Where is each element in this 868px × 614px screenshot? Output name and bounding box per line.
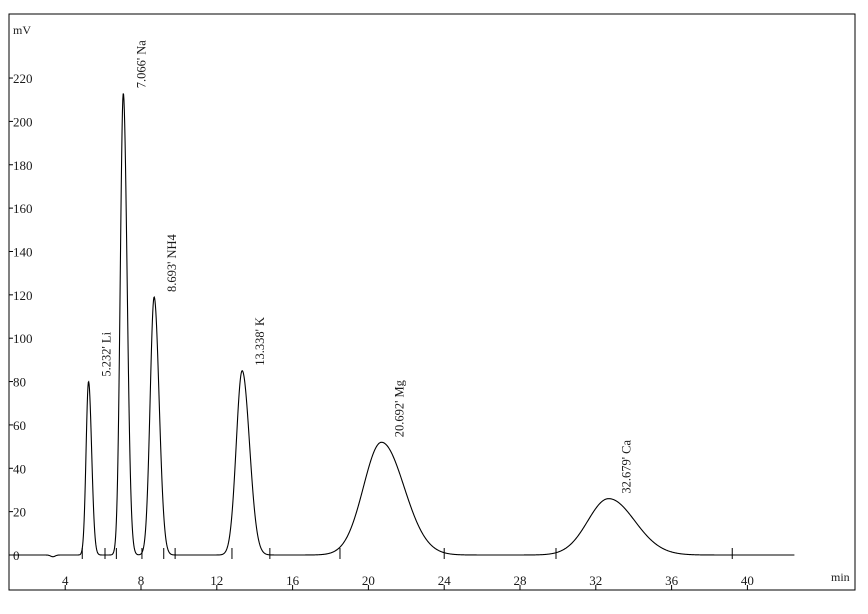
x-tick-label: 24 <box>438 573 452 588</box>
x-tick-label: 40 <box>741 573 754 588</box>
y-axis-unit-label: mV <box>13 23 31 37</box>
x-tick-label: 4 <box>62 573 69 588</box>
x-tick-label: 8 <box>138 573 145 588</box>
peak-label: 32.679' Ca <box>620 440 634 494</box>
y-tick-label: 180 <box>13 158 33 173</box>
peak-labels: 5.232' Li 7.066' Na 8.693' NH4 13.338' K 20.… <box>100 40 634 494</box>
y-tick-label: 20 <box>13 505 26 520</box>
y-tick-label: 140 <box>13 244 33 259</box>
x-tick-label: 28 <box>514 573 527 588</box>
x-tick-label: 12 <box>210 573 223 588</box>
x-tick-label: 16 <box>286 573 300 588</box>
chromatogram-trace <box>9 93 795 558</box>
x-tick-label: 20 <box>362 573 375 588</box>
x-tick-label: 36 <box>665 573 679 588</box>
baseline-marks <box>81 548 733 559</box>
peak-label: 13.338' K <box>253 317 267 366</box>
peak-label: 7.066' Na <box>134 40 148 89</box>
x-tick-label: 32 <box>589 573 602 588</box>
peak-label: 20.692' Mg <box>393 379 407 437</box>
y-tick-label: 120 <box>13 288 33 303</box>
y-tick-label: 160 <box>13 201 33 216</box>
x-axis-ticks: 4 8 12 16 20 24 28 32 36 40 <box>62 573 754 590</box>
peak-label: 5.232' Li <box>100 331 114 376</box>
y-tick-label: 200 <box>13 114 33 129</box>
plot-frame <box>8 13 856 591</box>
y-tick-label: 220 <box>13 71 33 86</box>
x-axis-unit-label: min <box>831 570 850 584</box>
y-tick-label: 80 <box>13 375 26 390</box>
y-tick-label: 60 <box>13 418 26 433</box>
peak-label: 8.693' NH4 <box>165 233 179 292</box>
y-tick-label: 100 <box>13 331 33 346</box>
y-tick-label: 40 <box>13 461 26 476</box>
